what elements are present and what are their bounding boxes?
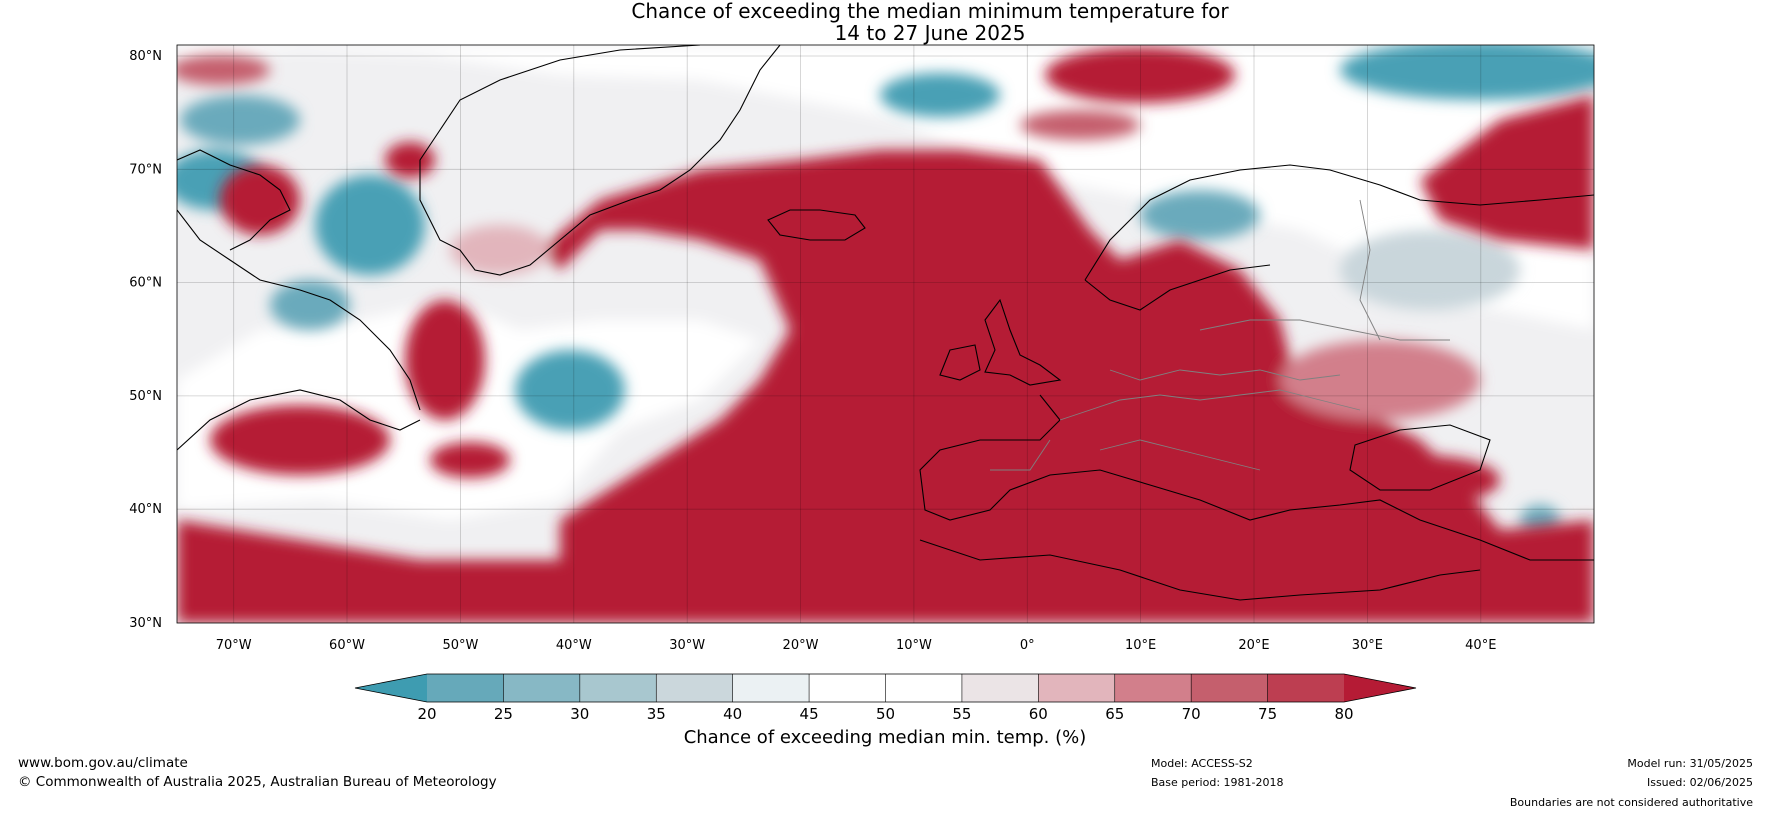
colorbar-outline <box>354 673 1417 703</box>
lon-label: 10°W <box>896 638 932 653</box>
lat-label: 60°N <box>129 276 162 291</box>
north-america-east-coast <box>177 389 421 451</box>
colorbar-segment <box>427 674 504 702</box>
cool-anomaly-regions <box>177 45 1594 535</box>
colorbar-segment <box>1191 674 1268 702</box>
colorbar-segment <box>732 674 810 702</box>
colorbar-tick: 55 <box>952 705 971 723</box>
lon-label: 40°W <box>556 638 592 653</box>
lat-label: 40°N <box>129 502 162 517</box>
map-area <box>177 45 1594 623</box>
lon-label: 40°E <box>1465 638 1496 653</box>
graticule <box>177 45 1594 623</box>
model-run-date: Model run: 31/05/2025 <box>1627 757 1753 770</box>
lon-label: 60°W <box>329 638 365 653</box>
map-frame <box>176 44 1595 624</box>
lon-label: 30°W <box>669 638 705 653</box>
colorbar-tick: 70 <box>1182 705 1201 723</box>
colorbar-segments <box>427 674 1345 702</box>
baltic-coast <box>1084 264 1271 311</box>
colorbar-tick: 45 <box>800 705 819 723</box>
longitude-labels: 70°W 60°W 50°W 40°W 30°W 20°W 10°W 0° 10… <box>216 638 1497 653</box>
baffin-island-coast <box>177 149 291 251</box>
colorbar-segment <box>656 674 734 702</box>
colorbar-tick: 35 <box>647 705 666 723</box>
colorbar-segment <box>885 674 963 702</box>
chart-subtitle-dates: 14 to 27 June 2025 <box>834 21 1026 45</box>
lon-label: 10°E <box>1125 638 1156 653</box>
colorbar-label: Chance of exceeding median min. temp. (%… <box>683 727 1087 748</box>
colorbar-segment <box>809 674 886 702</box>
lon-label: 30°E <box>1352 638 1383 653</box>
mediterranean-north-coast <box>919 394 1594 561</box>
base-period: Base period: 1981-2018 <box>1151 776 1284 789</box>
colorbar: 20 25 30 35 40 45 50 55 60 65 70 75 80 <box>354 673 1417 723</box>
colorbar-low-extension <box>355 674 427 702</box>
colorbar-tick-labels: 20 25 30 35 40 45 50 55 60 65 70 75 80 <box>417 705 1353 723</box>
colorbar-tick: 30 <box>570 705 589 723</box>
copyright-text: © Commonwealth of Australia 2025, Austra… <box>18 774 497 790</box>
lon-label: 70°W <box>216 638 252 653</box>
lat-label: 30°N <box>129 616 162 631</box>
lat-label: 70°N <box>129 162 162 177</box>
website-url: www.bom.gov.au/climate <box>18 755 188 771</box>
issued-date: Issued: 02/06/2025 <box>1646 776 1753 789</box>
lon-label: 20°W <box>783 638 819 653</box>
colorbar-segment <box>579 674 657 702</box>
colorbar-segment <box>1038 674 1116 702</box>
iceland-coast <box>767 209 866 241</box>
boundaries-disclaimer: Boundaries are not considered authoritat… <box>1509 796 1753 809</box>
country-borders <box>990 199 1450 471</box>
scandinavia-coast <box>1084 164 1594 281</box>
lon-label: 20°E <box>1238 638 1269 653</box>
lat-label: 80°N <box>129 49 162 64</box>
lon-label: 50°W <box>442 638 478 653</box>
model-name: Model: ACCESS-S2 <box>1151 757 1253 770</box>
great-britain-coast <box>984 298 1062 386</box>
latitude-labels: 80°N 70°N 60°N 50°N 40°N 30°N <box>129 49 162 631</box>
lon-label: 0° <box>1020 638 1035 653</box>
colorbar-tick: 20 <box>417 705 436 723</box>
north-africa-coast <box>919 539 1481 601</box>
warm-anomaly-regions <box>177 47 1594 623</box>
colorbar-tick: 75 <box>1258 705 1277 723</box>
chart-title: Chance of exceeding the median minimum t… <box>631 0 1229 23</box>
colorbar-segment <box>961 674 1039 702</box>
colorbar-tick: 80 <box>1334 705 1353 723</box>
coastlines <box>177 45 1594 601</box>
ireland-coast <box>939 344 981 381</box>
black-sea-coast <box>1349 424 1491 491</box>
colorbar-tick: 40 <box>723 705 742 723</box>
colorbar-segment <box>1267 674 1345 702</box>
colorbar-high-extension <box>1344 674 1416 702</box>
colorbar-segment <box>503 674 581 702</box>
colorbar-tick: 60 <box>1029 705 1048 723</box>
colorbar-tick: 50 <box>876 705 895 723</box>
labrador-coast <box>177 209 421 411</box>
colorbar-segment <box>1114 674 1192 702</box>
lat-label: 50°N <box>129 389 162 404</box>
colorbar-tick: 25 <box>494 705 513 723</box>
greenland-coast <box>419 45 781 276</box>
colorbar-tick: 65 <box>1105 705 1124 723</box>
